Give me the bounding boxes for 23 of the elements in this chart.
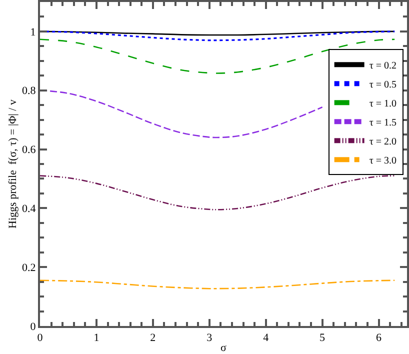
- x-tick-label: 3: [206, 332, 213, 344]
- legend-label: τ = 2.0: [369, 136, 396, 148]
- legend-label: τ = 1.0: [369, 98, 396, 110]
- x-tick-label: 1: [94, 332, 100, 344]
- legend-label: τ = 3.0: [369, 156, 396, 167]
- legend-label: τ = 0.5: [369, 80, 396, 91]
- x-tick-label: 2: [150, 332, 156, 344]
- line-series: [40, 175, 396, 210]
- x-tick-label: 6: [376, 332, 382, 344]
- x-axis-title: σ: [220, 342, 227, 354]
- y-axis-title: Higgs profile f(σ, τ) = |Φ| / v: [7, 99, 20, 228]
- y-tick-label: 0.4: [22, 203, 36, 216]
- y-tick-label: 0: [30, 320, 36, 333]
- x-tick-label: 5: [320, 332, 326, 344]
- y-tick-label: 0.8: [22, 85, 36, 98]
- y-tick-label: 0.6: [22, 144, 36, 156]
- x-tick-label: 4: [263, 332, 270, 344]
- legend-label: τ = 0.2: [369, 60, 396, 72]
- y-tick-label: 1: [30, 26, 36, 38]
- y-tick-label: 0.2: [22, 262, 36, 274]
- legend-label: τ = 1.5: [369, 118, 396, 129]
- line-series: [40, 280, 396, 290]
- line-series: [40, 38, 396, 74]
